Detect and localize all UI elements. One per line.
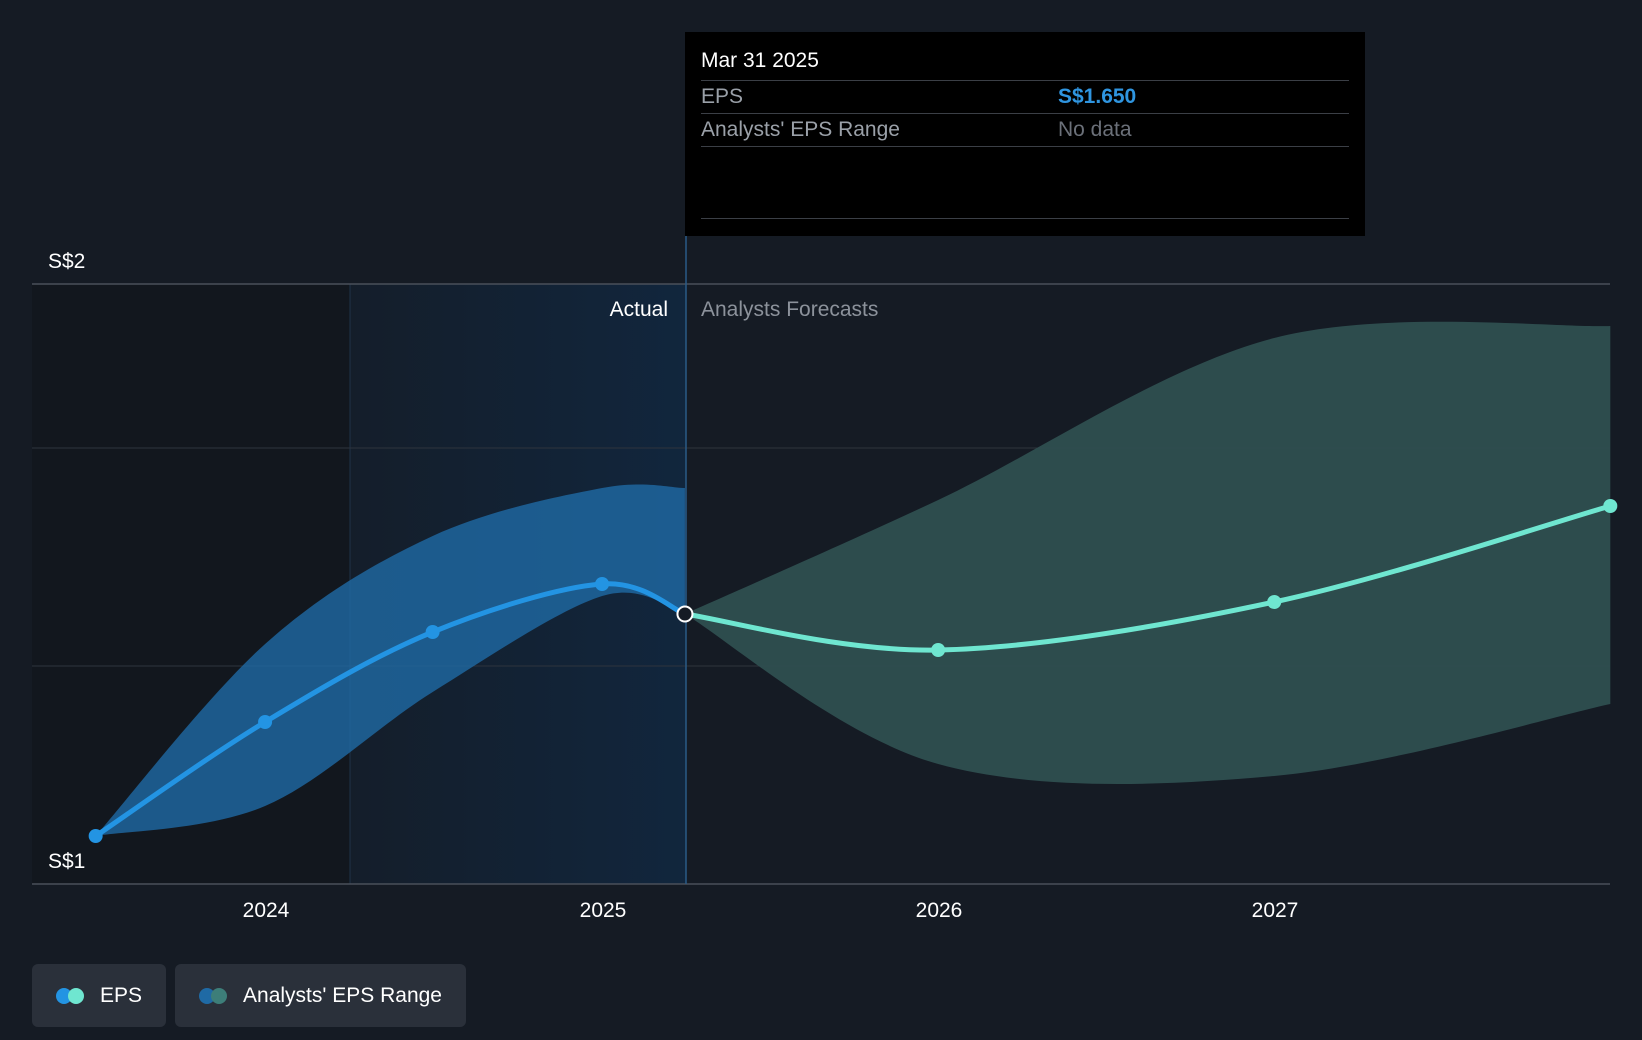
x-tick-label-2027: 2027 [1252, 899, 1299, 922]
x-tick-label-2025: 2025 [580, 899, 627, 922]
legend-range-swatch [199, 987, 229, 1004]
tooltip-range-value: No data [1058, 118, 1132, 141]
eps-point-forecast[interactable] [1603, 499, 1618, 513]
legend: EPS Analysts' EPS Range [32, 964, 466, 1027]
eps-point-highlighted[interactable] [676, 605, 694, 623]
x-tick-label-2026: 2026 [916, 899, 963, 922]
eps-point-actual[interactable] [88, 829, 103, 843]
eps-point-actual[interactable] [425, 625, 440, 639]
tooltip-date: Mar 31 2025 [701, 46, 1349, 81]
legend-swatch-dot [68, 987, 84, 1004]
legend-eps-label: EPS [100, 983, 143, 1007]
legend-eps-swatch [56, 987, 86, 1004]
x-tick-label-2024: 2024 [243, 899, 290, 922]
tooltip-eps-value: S$1.650 [1058, 85, 1137, 108]
y-tick-label-bottom: S$1 [48, 850, 85, 873]
tooltip-range-label: Analysts' EPS Range [701, 118, 900, 141]
actual-section-label: Actual [610, 298, 668, 321]
tooltip-divider [701, 218, 1349, 219]
legend-range-label: Analysts' EPS Range [243, 983, 442, 1007]
eps-point-actual[interactable] [258, 715, 273, 729]
eps-line-actual [93, 581, 688, 839]
tooltip-row-range: Analysts' EPS Range No data [701, 114, 1349, 147]
eps-points [88, 499, 1618, 843]
eps-point-forecast[interactable] [1267, 595, 1282, 609]
eps-point-actual[interactable] [595, 577, 610, 591]
legend-item-range[interactable]: Analysts' EPS Range [175, 964, 466, 1027]
legend-swatch-dot [211, 987, 228, 1004]
range-band-actual [95, 484, 685, 836]
eps-line-forecast [682, 503, 1613, 653]
tooltip-row-eps: EPS S$1.650 [701, 81, 1349, 114]
y-tick-label-top: S$2 [48, 250, 85, 273]
tooltip: Mar 31 2025 EPS S$1.650 Analysts' EPS Ra… [685, 32, 1365, 236]
range-band-forecast [684, 321, 1611, 785]
forecast-section-label: Analysts Forecasts [701, 298, 878, 321]
legend-item-eps[interactable]: EPS [32, 964, 167, 1027]
eps-point-forecast[interactable] [931, 643, 946, 657]
tooltip-eps-label: EPS [701, 85, 744, 108]
